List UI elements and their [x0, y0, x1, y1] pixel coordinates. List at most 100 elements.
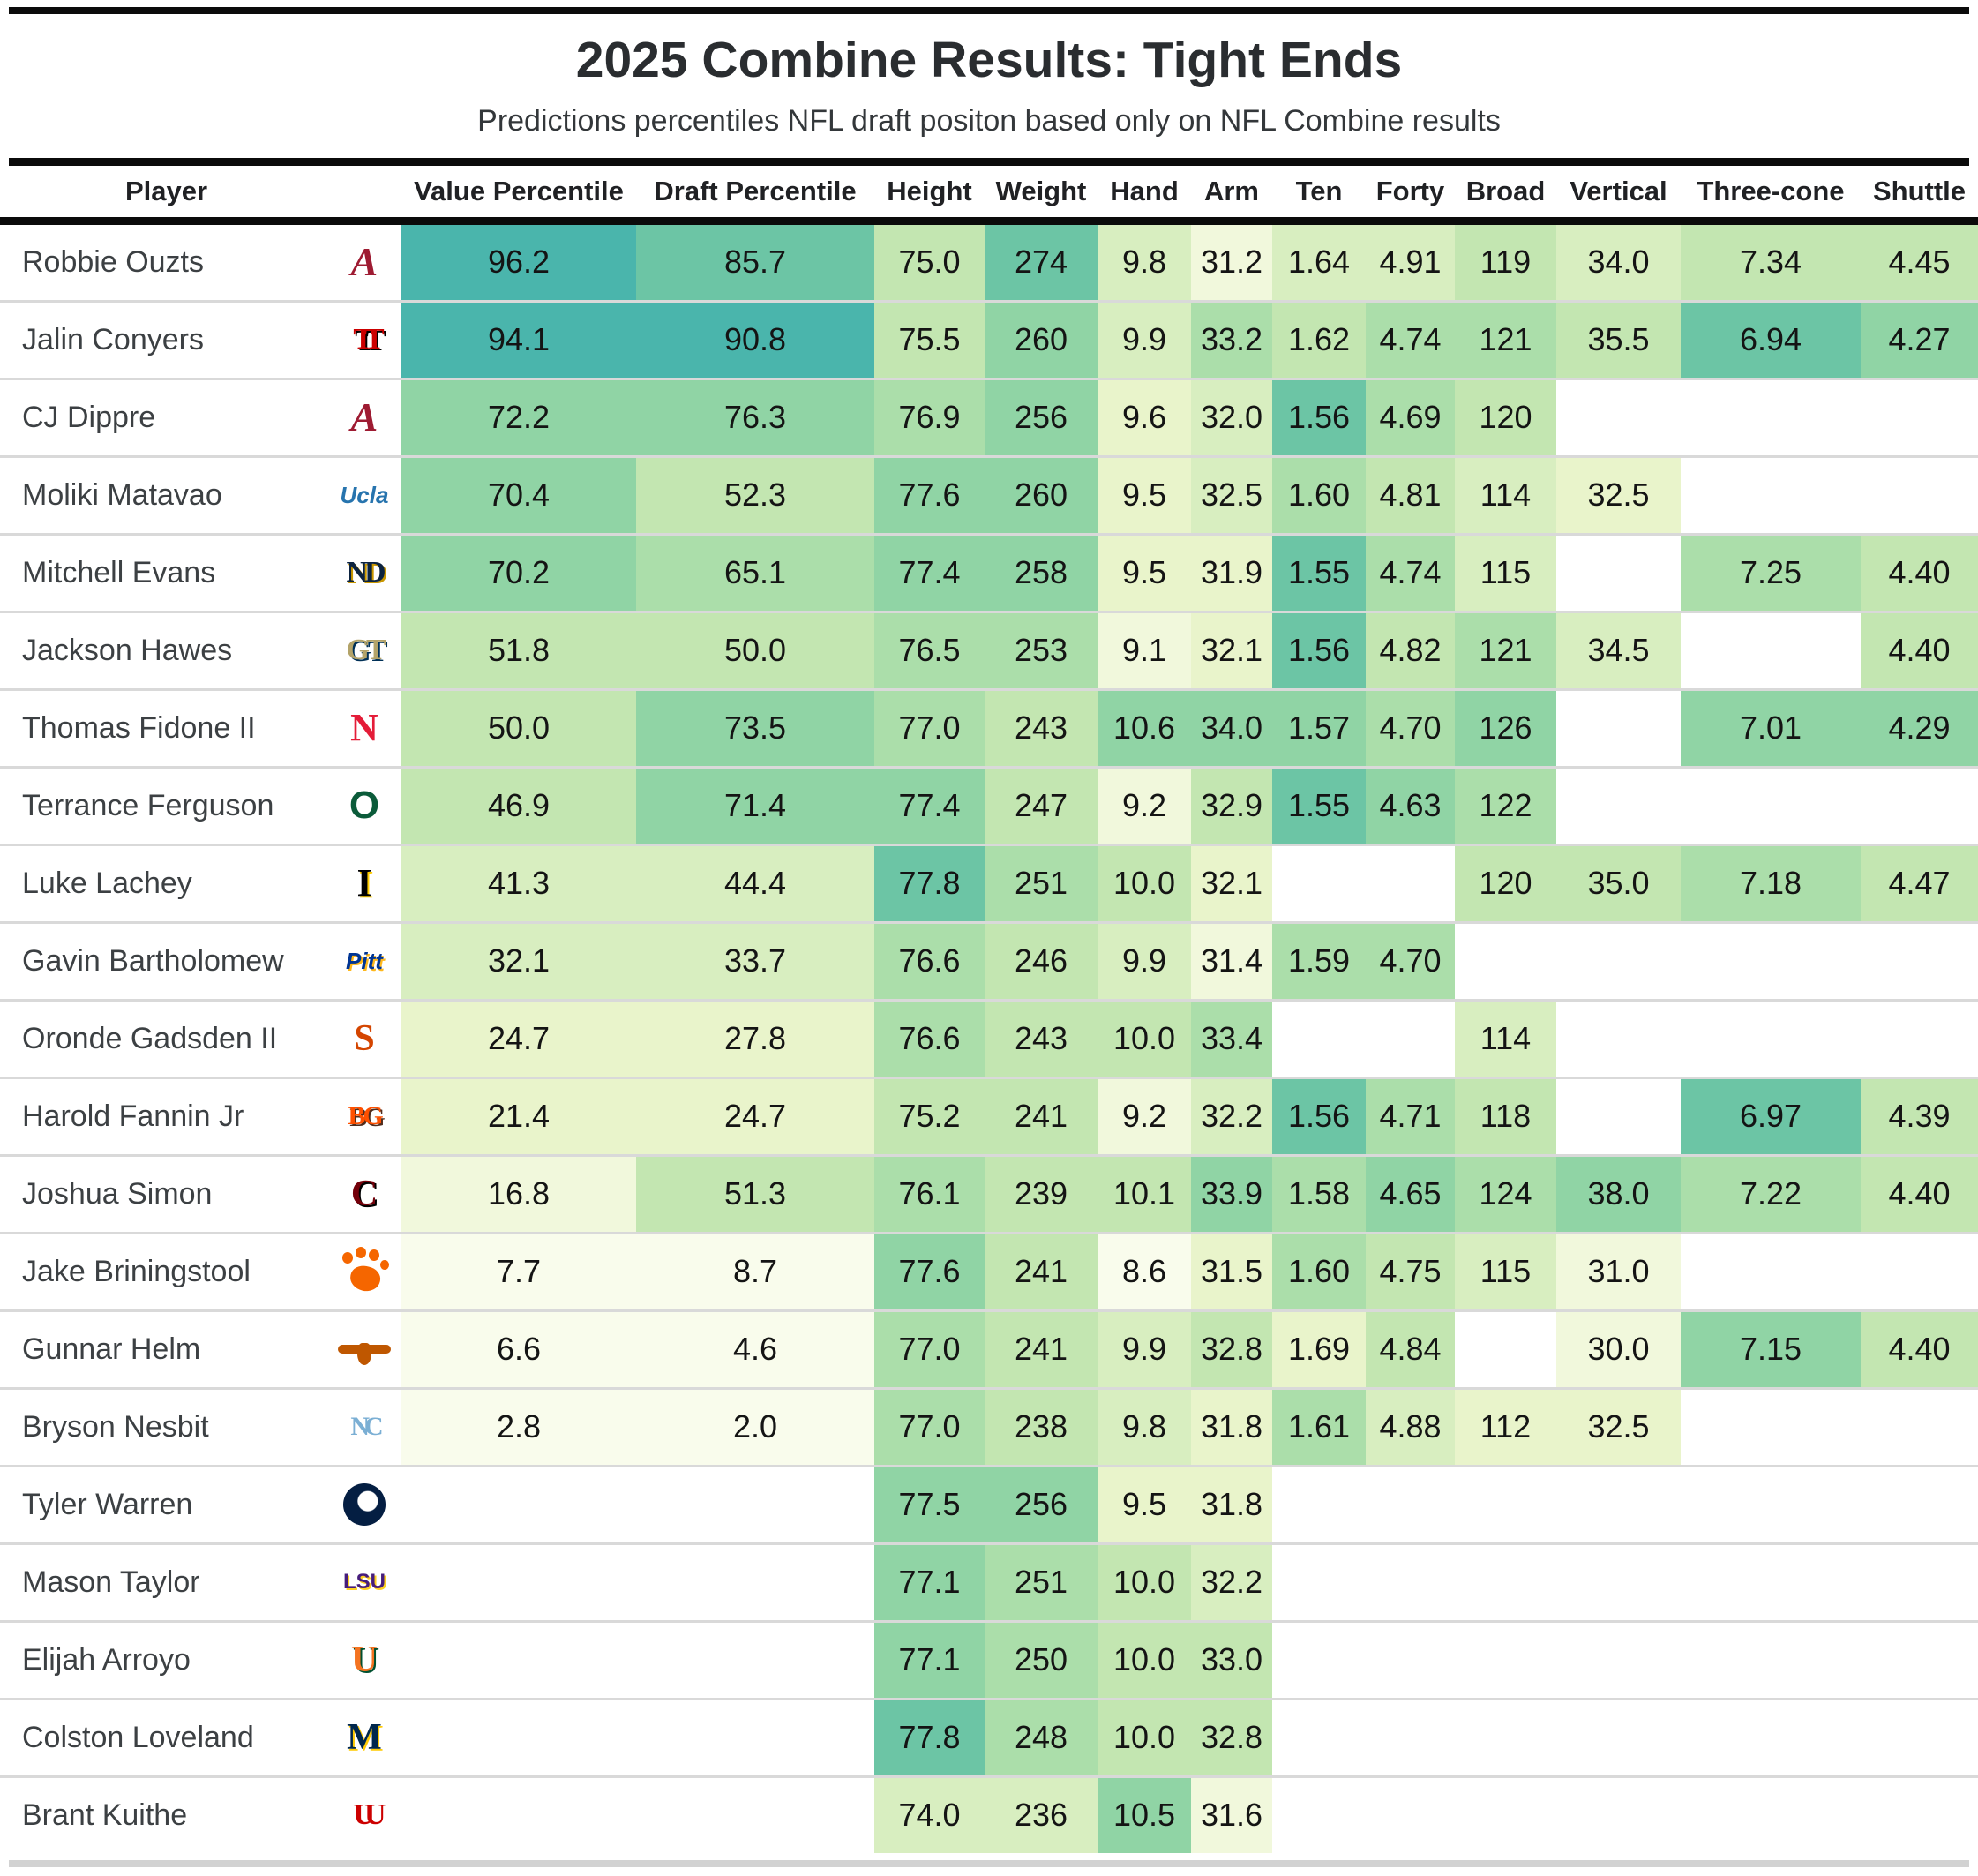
broad-cell: 114 [1455, 457, 1556, 533]
value-percentile-cell: 24.7 [401, 1001, 636, 1077]
table-row: Mason Taylor LSU 77.1 251 10.0 32.2 [0, 1544, 1978, 1623]
forty-cell: 4.70 [1366, 923, 1455, 999]
draft-percentile-cell [636, 1777, 874, 1853]
table-row: Joshua Simon C 16.8 51.3 76.1 239 10.1 33.9 1.58… [0, 1156, 1978, 1234]
player-name: CJ Dippre [22, 400, 156, 434]
bowling-green-logo: BG [348, 1101, 383, 1131]
table-row: Tyler Warren 77.5 256 9.5 31.8 [0, 1467, 1978, 1545]
vertical-cell: 30.0 [1556, 1311, 1681, 1387]
height-cell: 77.4 [874, 535, 985, 611]
player-cell: Tyler Warren [0, 1467, 401, 1542]
table-row: Harold Fannin Jr BG 21.4 24.7 75.2 241 9.2 32.2… [0, 1078, 1978, 1157]
weight-cell: 241 [985, 1234, 1098, 1309]
height-cell: 76.6 [874, 1001, 985, 1077]
shuttle-cell [1861, 1234, 1978, 1309]
georgia-tech-logo: GT [346, 634, 386, 667]
table-row: Gunnar Helm 6.6 4.6 77.0 241 9.9 32.8 1.69 4.84 3… [0, 1311, 1978, 1390]
player-name: Moliki Matavao [22, 477, 222, 512]
arm-cell: 31.6 [1191, 1777, 1272, 1853]
arm-cell: 31.2 [1191, 224, 1272, 300]
weight-cell: 251 [985, 1544, 1098, 1620]
forty-cell: 4.70 [1366, 690, 1455, 766]
height-cell: 77.6 [874, 1234, 985, 1309]
texas-logo [336, 1324, 393, 1374]
player-cell: Gavin Bartholomew Pitt [0, 923, 401, 999]
hand-cell: 9.5 [1098, 1467, 1191, 1542]
value-percentile-cell: 16.8 [401, 1156, 636, 1232]
table-row: Terrance Ferguson O 46.9 71.4 77.4 247 9.2 32.9… [0, 768, 1978, 846]
player-cell: CJ Dippre A [0, 379, 401, 455]
arm-cell: 31.8 [1191, 1467, 1272, 1542]
column-header-forty: Forty [1375, 175, 1445, 206]
height-cell: 76.9 [874, 379, 985, 455]
height-cell: 77.0 [874, 1389, 985, 1465]
table-row: Robbie Ouzts A 96.2 85.7 75.0 274 9.8 31.2 1.64 4… [0, 224, 1978, 303]
forty-cell: 4.63 [1366, 768, 1455, 844]
ten-cell: 1.59 [1272, 923, 1366, 999]
draft-percentile-cell: 52.3 [636, 457, 874, 533]
arm-cell: 32.8 [1191, 1311, 1272, 1387]
broad-cell: 119 [1455, 224, 1556, 300]
vertical-cell [1556, 1078, 1681, 1154]
oregon-logo: O [348, 784, 380, 828]
table-row: Jackson Hawes GT 51.8 50.0 76.5 253 9.1 32.1 1.5… [0, 612, 1978, 691]
arm-cell: 32.5 [1191, 457, 1272, 533]
table-row: Jalin Conyers TT 94.1 90.8 75.5 260 9.9 33.2 1.6… [0, 302, 1978, 380]
miami-logo: U [350, 1640, 378, 1681]
shuttle-cell [1861, 1467, 1978, 1542]
penn-state-logo [343, 1483, 386, 1527]
forty-cell: 4.69 [1366, 379, 1455, 455]
hand-cell: 10.6 [1098, 690, 1191, 766]
weight-cell: 251 [985, 845, 1098, 921]
player-name: Terrance Ferguson [22, 788, 274, 822]
value-percentile-cell [401, 1777, 636, 1853]
vertical-cell [1556, 1001, 1681, 1077]
forty-cell [1366, 1700, 1455, 1775]
table-row: Bryson Nesbit NC 2.8 2.0 77.0 238 9.8 31.8 1.61 4… [0, 1389, 1978, 1467]
draft-percentile-cell [636, 1467, 874, 1542]
forty-cell: 4.84 [1366, 1311, 1455, 1387]
forty-cell [1366, 1622, 1455, 1698]
iowa-logo: I [356, 861, 372, 905]
weight-cell: 243 [985, 690, 1098, 766]
shuttle-cell [1861, 1389, 1978, 1465]
arm-cell: 32.9 [1191, 768, 1272, 844]
top-rule [9, 7, 1969, 14]
broad-cell: 124 [1455, 1156, 1556, 1232]
value-percentile-cell: 41.3 [401, 845, 636, 921]
shuttle-cell: 4.27 [1861, 302, 1978, 378]
ten-cell: 1.56 [1272, 379, 1366, 455]
weight-cell: 246 [985, 923, 1098, 999]
height-cell: 75.5 [874, 302, 985, 378]
clemson-logo [336, 1245, 393, 1298]
shuttle-cell: 4.45 [1861, 224, 1978, 300]
forty-cell: 4.82 [1366, 612, 1455, 688]
three-cone-cell: 6.97 [1681, 1078, 1861, 1154]
draft-percentile-cell: 2.0 [636, 1389, 874, 1465]
broad-cell: 118 [1455, 1078, 1556, 1154]
ten-cell: 1.69 [1272, 1311, 1366, 1387]
ten-cell: 1.55 [1272, 535, 1366, 611]
vertical-cell: 31.0 [1556, 1234, 1681, 1309]
three-cone-cell: 7.22 [1681, 1156, 1861, 1232]
table-row: Mitchell Evans ND 70.2 65.1 77.4 258 9.5 31.9 1.… [0, 535, 1978, 613]
player-name: Tyler Warren [22, 1487, 193, 1521]
broad-cell [1455, 1700, 1556, 1775]
three-cone-cell: 7.18 [1681, 845, 1861, 921]
value-percentile-cell: 51.8 [401, 612, 636, 688]
vertical-cell [1556, 1777, 1681, 1853]
player-name: Brant Kuithe [22, 1797, 188, 1832]
draft-percentile-cell: 24.7 [636, 1078, 874, 1154]
hand-cell: 9.6 [1098, 379, 1191, 455]
height-cell: 77.6 [874, 457, 985, 533]
forty-cell: 4.75 [1366, 1234, 1455, 1309]
broad-cell [1455, 1622, 1556, 1698]
broad-cell: 122 [1455, 768, 1556, 844]
player-name: Gavin Bartholomew [22, 943, 284, 978]
player-cell: Oronde Gadsden II S [0, 1001, 401, 1077]
arm-cell: 32.2 [1191, 1078, 1272, 1154]
table-row: Luke Lachey I 41.3 44.4 77.8 251 10.0 32.1 120 35… [0, 845, 1978, 924]
page-subtitle: Predictions percentiles NFL draft posito… [477, 103, 1501, 138]
weight-cell: 250 [985, 1622, 1098, 1698]
column-header-shuttle: Shuttle [1872, 175, 1967, 206]
